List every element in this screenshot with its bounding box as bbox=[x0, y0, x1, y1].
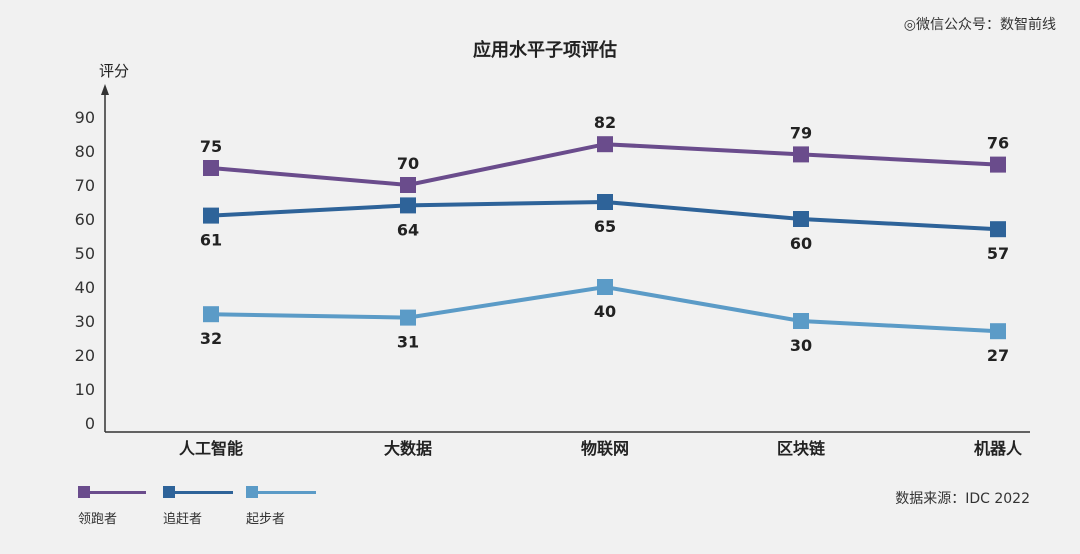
data-point bbox=[597, 279, 613, 295]
x-tick-labels: 人工智能 大数据 物联网 区块链 机器人 bbox=[179, 439, 1023, 458]
data-label: 31 bbox=[397, 333, 419, 352]
data-point bbox=[793, 211, 809, 227]
x-tick-label: 区块链 bbox=[777, 439, 826, 458]
data-point bbox=[793, 146, 809, 163]
legend-item-leader: 领跑者 bbox=[78, 484, 158, 528]
data-label: 30 bbox=[790, 336, 812, 355]
y-axis-arrow-icon bbox=[101, 84, 109, 95]
legend-label-leader: 领跑者 bbox=[78, 512, 118, 527]
legend-marker-chaser bbox=[163, 486, 175, 498]
series-2: 32 31 40 30 27 bbox=[200, 279, 1009, 365]
data-label: 82 bbox=[594, 113, 616, 132]
legend-line-starter bbox=[258, 491, 316, 494]
series-layer: 75 70 82 79 76 61 64 65 60 57 32 31 40 30 27 bbox=[200, 113, 1009, 365]
y-tick-label: 90 bbox=[75, 108, 95, 127]
data-point bbox=[990, 323, 1006, 340]
data-label: 76 bbox=[987, 134, 1009, 153]
legend: 领跑者 追赶者 起步者 bbox=[78, 484, 338, 528]
series-1: 61 64 65 60 57 bbox=[200, 194, 1009, 263]
y-tick-label: 40 bbox=[75, 278, 95, 297]
data-point bbox=[597, 194, 613, 210]
data-label: 57 bbox=[987, 244, 1009, 263]
y-tick-label: 60 bbox=[75, 210, 95, 229]
watermark: ◎微信公众号：数智前线 bbox=[903, 17, 1056, 33]
y-tick-label: 70 bbox=[75, 176, 95, 195]
legend-item-chaser: 追赶者 bbox=[163, 484, 243, 528]
legend-line-chaser bbox=[175, 491, 233, 494]
data-point bbox=[990, 156, 1006, 173]
data-label: 64 bbox=[397, 220, 419, 239]
y-tick-labels: 0 10 20 30 40 50 60 70 80 90 bbox=[75, 108, 95, 433]
legend-label-chaser: 追赶者 bbox=[163, 512, 203, 527]
legend-marker-starter bbox=[246, 486, 258, 498]
data-label: 75 bbox=[200, 137, 222, 156]
y-tick-label: 80 bbox=[75, 142, 95, 161]
x-tick-label: 人工智能 bbox=[179, 439, 243, 458]
data-label: 60 bbox=[790, 234, 812, 253]
data-label: 32 bbox=[200, 329, 222, 348]
y-tick-label: 20 bbox=[75, 346, 95, 365]
y-axis-label: 评分 bbox=[99, 62, 129, 80]
data-label: 61 bbox=[200, 231, 222, 250]
y-tick-label: 10 bbox=[75, 380, 95, 399]
data-point bbox=[990, 221, 1006, 238]
data-label: 40 bbox=[594, 302, 616, 321]
legend-marker-leader bbox=[78, 486, 90, 498]
data-point bbox=[597, 136, 613, 153]
series-0: 75 70 82 79 76 bbox=[200, 113, 1009, 193]
x-tick-label: 机器人 bbox=[974, 439, 1023, 458]
data-point bbox=[400, 197, 416, 214]
data-label: 70 bbox=[397, 154, 419, 173]
data-label: 79 bbox=[790, 123, 812, 142]
y-tick-label: 0 bbox=[85, 414, 95, 433]
chart-title: 应用水平子项评估 bbox=[473, 39, 617, 61]
legend-item-starter: 起步者 bbox=[246, 484, 326, 528]
y-tick-label: 50 bbox=[75, 244, 95, 263]
legend-line-leader bbox=[90, 491, 146, 494]
x-tick-label: 物联网 bbox=[581, 439, 629, 458]
y-tick-label: 30 bbox=[75, 312, 95, 331]
legend-label-starter: 起步者 bbox=[246, 512, 286, 527]
source-note: 数据来源：IDC 2022 bbox=[895, 491, 1030, 507]
data-point bbox=[793, 313, 809, 329]
data-point bbox=[203, 160, 219, 176]
data-point bbox=[400, 177, 416, 193]
data-label: 27 bbox=[987, 346, 1009, 365]
data-point bbox=[203, 306, 219, 323]
data-label: 65 bbox=[594, 217, 616, 236]
data-point bbox=[400, 309, 416, 326]
x-tick-label: 大数据 bbox=[384, 439, 432, 458]
data-point bbox=[203, 207, 219, 224]
